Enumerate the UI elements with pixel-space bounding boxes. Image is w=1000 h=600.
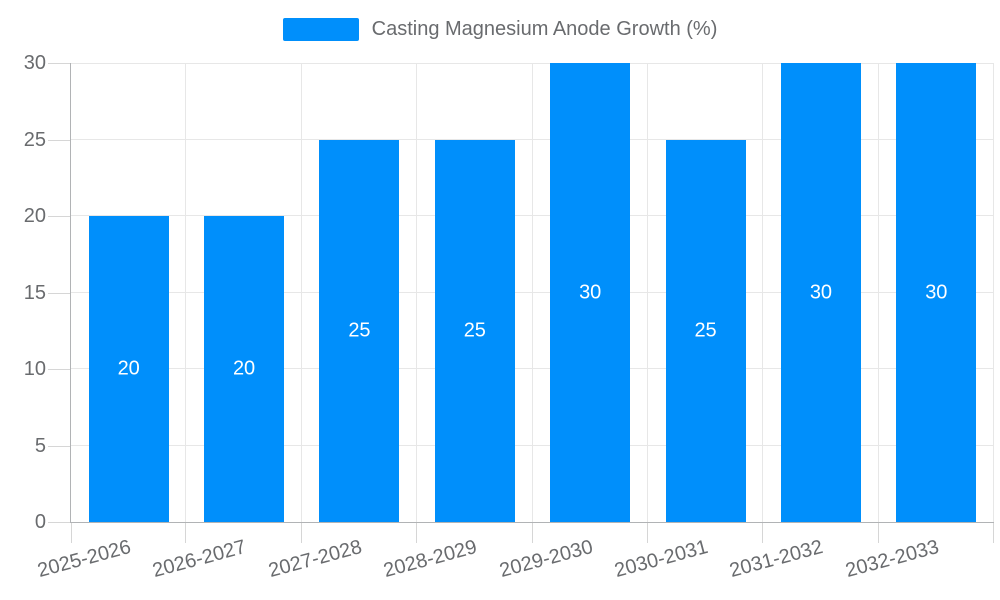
y-tick-25	[48, 139, 70, 141]
x-tick-7	[877, 523, 879, 543]
legend-marker-icon	[282, 18, 359, 41]
bar-value-label: 25	[463, 319, 486, 342]
legend-item-series-1[interactable]: Casting Magnesium Anode Growth (%)	[282, 18, 718, 41]
y-axis-label-5: 5	[34, 434, 46, 457]
gridline-y-30	[71, 63, 994, 64]
y-tick-15	[48, 292, 70, 294]
x-tick-3	[416, 523, 418, 543]
y-axis-label-15: 15	[23, 281, 46, 304]
x-axis-label-0: 2025-2026	[35, 536, 134, 583]
gridline-x-2	[300, 63, 302, 522]
gridline-y-10	[71, 368, 994, 369]
gridline-x-6	[762, 63, 764, 522]
gridline-x-5	[646, 63, 648, 522]
bar-2026-2027[interactable]: 20	[204, 216, 285, 522]
gridline-x-7	[877, 63, 879, 522]
x-axis-label-7: 2032-2033	[842, 536, 942, 583]
bar-2028-2029[interactable]: 25	[434, 139, 515, 522]
gridline-y-20	[71, 215, 994, 216]
bar-value-label: 20	[117, 357, 140, 380]
bar-2031-2032[interactable]: 30	[780, 63, 861, 522]
x-axis-label-6: 2031-2032	[727, 536, 826, 583]
bar-value-label: 20	[232, 357, 256, 380]
bar-2029-2030[interactable]: 30	[550, 63, 631, 522]
gridline-x-1	[185, 63, 187, 522]
y-tick-0	[48, 522, 70, 523]
y-axis-label-10: 10	[23, 358, 46, 380]
bar-2025-2026[interactable]: 20	[88, 216, 169, 522]
gridline-y-5	[71, 444, 994, 446]
bar-value-label: 30	[925, 281, 948, 303]
x-tick-2	[300, 523, 302, 543]
gridline-x-4	[531, 63, 533, 522]
y-tick-30	[48, 63, 70, 64]
y-tick-20	[48, 216, 70, 217]
y-axis-label-25: 25	[23, 128, 46, 151]
y-axis-label-20: 20	[23, 205, 46, 227]
x-axis-label-1: 2026-2027	[150, 536, 249, 583]
gridline-y-25	[71, 138, 994, 140]
x-tick-4	[531, 523, 533, 543]
bar-2027-2028[interactable]: 25	[319, 139, 400, 522]
x-axis-label-4: 2029-2030	[496, 536, 595, 583]
chart-legend: Casting Magnesium Anode Growth (%)	[0, 18, 1000, 41]
legend-label: Casting Magnesium Anode Growth (%)	[371, 18, 718, 40]
y-axis-label-30: 30	[23, 52, 46, 74]
y-axis-label-0: 0	[34, 511, 46, 533]
bar-value-label: 25	[694, 319, 717, 342]
x-axis-label-2: 2027-2028	[266, 536, 365, 583]
y-tick-5	[48, 445, 70, 447]
bar-2030-2031[interactable]: 25	[665, 139, 746, 522]
bar-value-label: 30	[579, 281, 602, 303]
x-axis-label-5: 2030-2031	[612, 536, 711, 583]
plot-area: 20 20 25 25 30 25 30 30	[48, 63, 994, 543]
x-tick-1	[185, 523, 187, 543]
bar-2032-2033[interactable]: 30	[896, 63, 977, 522]
gridline-y-15	[71, 291, 994, 293]
gridline-x-8	[993, 63, 994, 522]
gridline-x-3	[416, 63, 418, 522]
x-tick-8	[993, 523, 994, 543]
x-tick-6	[762, 523, 764, 543]
x-tick-5	[646, 523, 648, 543]
y-tick-10	[48, 369, 70, 370]
bar-value-label: 30	[809, 281, 833, 303]
bar-value-label: 25	[348, 319, 371, 342]
x-tick-0	[71, 523, 72, 543]
x-axis-label-3: 2028-2029	[381, 536, 480, 583]
